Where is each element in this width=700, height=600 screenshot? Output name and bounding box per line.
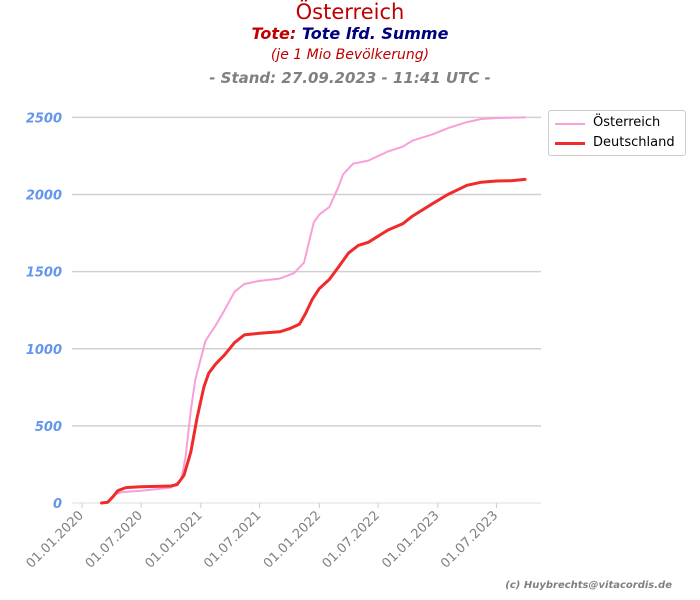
x-tick-label: 01.01.2020 [24,508,87,571]
x-tick-label: 01.01.2023 [379,508,442,571]
y-tick-label: 1500 [26,266,62,281]
x-tick-label: 01.07.2022 [320,508,383,571]
series-line-germany [100,177,527,505]
y-tick-label: 2000 [26,189,62,204]
x-tick-label: 01.07.2023 [438,508,501,571]
x-tick-label: 01.01.2022 [261,508,324,571]
series-line-austria [100,116,527,504]
legend-label-germany: Deutschland [593,135,675,150]
legend: Österreich Deutschland [548,110,686,156]
x-tick-label: 01.07.2021 [201,508,264,571]
legend-swatch-germany [555,142,585,145]
y-tick-label: 500 [35,420,62,435]
chart-subtitle: (je 1 Mio Bevölkerung) [270,47,430,63]
x-tick-label: 01.01.2021 [142,508,205,571]
legend-label-austria: Österreich [593,115,661,130]
x-tick-label: 01.07.2020 [83,508,146,571]
chart-stand: - Stand: 27.09.2023 - 11:41 UTC - [209,69,491,87]
metric-prefix: Tote: [251,24,297,43]
legend-swatch-austria [555,123,585,125]
chart-title: Österreich [295,0,405,24]
y-tick-label: 1000 [26,343,62,358]
copyright-note: (c) Huybrechts@vitacordis.de [505,580,672,591]
metric-name: Tote lfd. Summe [301,24,449,43]
y-tick-label: 2500 [26,111,62,126]
chart-metric-line: Tote: Tote lfd. Summe [0,24,700,43]
y-tick-label: 0 [53,497,62,512]
